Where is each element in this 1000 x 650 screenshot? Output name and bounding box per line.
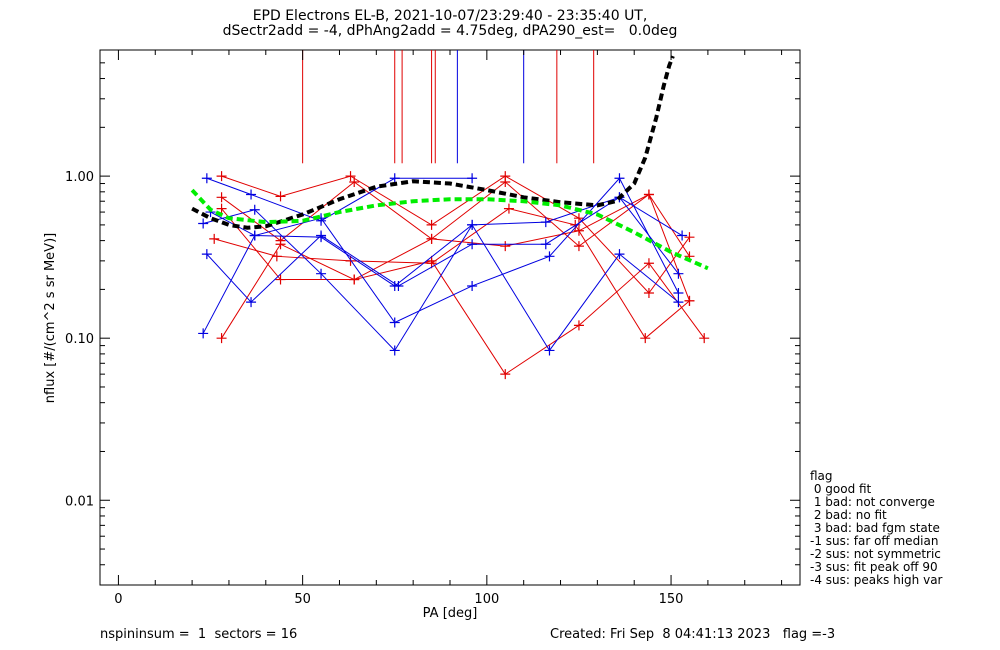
data-point — [201, 173, 212, 184]
data-point — [349, 274, 360, 285]
data-point — [389, 317, 400, 328]
y-tick-label: 0.10 — [65, 332, 94, 347]
data-point — [643, 258, 654, 269]
data-point — [684, 295, 695, 306]
data-point — [246, 189, 257, 200]
data-point — [216, 171, 227, 182]
data-point — [673, 268, 684, 279]
data-point — [198, 218, 209, 229]
data-point — [467, 280, 478, 291]
data-point — [275, 191, 286, 202]
data-point — [426, 219, 437, 230]
data-point — [209, 233, 220, 244]
data-point — [573, 225, 584, 236]
fit-curves — [190, 55, 709, 271]
x-tick-label: 150 — [659, 592, 684, 607]
data-point — [389, 345, 400, 356]
x-tick-label: 0 — [114, 592, 122, 607]
axes: 0 50 100 150 0.01 0.10 1.00 — [65, 50, 800, 607]
data-point — [673, 288, 684, 299]
data-point — [345, 255, 356, 266]
flag-legend-title: flag — [810, 469, 833, 483]
data-point — [643, 189, 654, 200]
data-point — [275, 274, 286, 285]
data-point — [316, 268, 327, 279]
x-tick-label: 100 — [474, 592, 499, 607]
y-tick-label: 0.01 — [65, 494, 94, 509]
data-point — [573, 320, 584, 331]
data-point — [426, 258, 437, 269]
peak-markers — [302, 50, 595, 164]
x-tick-label: 50 — [294, 592, 311, 607]
data-point — [500, 369, 511, 380]
x-axis-label: PA [deg] — [423, 606, 478, 621]
data-point — [349, 176, 360, 187]
flag-legend-item: 0 good fit — [810, 482, 872, 496]
data-point — [216, 333, 227, 344]
plot-frame — [99, 49, 801, 586]
data-point — [573, 241, 584, 252]
data-point — [503, 203, 514, 214]
data-point — [467, 219, 478, 230]
chart-title-line2: dSectr2add = -4, dPhAng2add = 4.75deg, d… — [222, 23, 678, 39]
flag-legend-item: -1 sus: far off median — [810, 534, 939, 548]
data-point — [614, 173, 625, 184]
data-point — [345, 171, 356, 182]
data-point — [544, 251, 555, 262]
data-point — [216, 203, 227, 214]
data-point — [271, 251, 282, 262]
flag-legend-item: -4 sus: peaks high var — [810, 573, 943, 587]
black-fit-curve — [191, 55, 675, 230]
y-tick-label: 1.00 — [65, 170, 94, 185]
data-point — [640, 333, 651, 344]
series-line — [210, 196, 683, 287]
footer-left: nspininsum = 1 sectors = 16 — [100, 627, 298, 642]
data-point — [677, 230, 688, 241]
data-point — [275, 235, 286, 246]
data-point — [249, 204, 260, 215]
series-line — [203, 209, 679, 352]
data-point — [467, 173, 478, 184]
flag-legend: flag 0 good fit 1 bad: not converge 2 ba… — [810, 470, 942, 587]
series-line — [206, 196, 679, 303]
series-line — [214, 208, 690, 339]
flag-legend-item: 3 bad: bad fgm state — [810, 521, 940, 535]
data-point — [699, 333, 710, 344]
flag-legend-item: 2 bad: no fit — [810, 508, 887, 522]
data-point — [500, 241, 511, 252]
data-point — [467, 239, 478, 250]
data-point — [614, 249, 625, 260]
flag-legend-item: -2 sus: not symmetric — [810, 547, 941, 561]
data-point — [544, 345, 555, 356]
data-point — [540, 217, 551, 228]
data-series — [198, 171, 710, 380]
data-point — [389, 280, 400, 291]
data-point — [249, 230, 260, 241]
data-point — [500, 176, 511, 187]
series-line — [202, 177, 679, 334]
data-point — [201, 249, 212, 260]
flag-legend-item: -3 sus: fit peak off 90 — [810, 560, 938, 574]
data-point — [316, 232, 327, 243]
data-point — [684, 232, 695, 243]
y-axis-label: nflux [#/(cm^2 s sr MeV)] — [43, 233, 58, 403]
series-line — [221, 181, 690, 302]
data-point — [643, 288, 654, 299]
data-point — [198, 328, 209, 339]
footer-right: Created: Fri Sep 8 04:41:13 2023 flag =-… — [550, 627, 836, 642]
data-point — [426, 233, 437, 244]
series-line — [221, 243, 705, 375]
flag-legend-item: 1 bad: not converge — [810, 495, 935, 509]
data-point — [246, 297, 257, 308]
data-point — [216, 192, 227, 203]
data-point — [673, 297, 684, 308]
data-point — [540, 239, 551, 250]
data-point — [389, 173, 400, 184]
chart-title-line1: EPD Electrons EL-B, 2021-10-07/23:29:40 … — [252, 8, 648, 24]
data-point — [573, 213, 584, 224]
series-line — [221, 181, 690, 257]
